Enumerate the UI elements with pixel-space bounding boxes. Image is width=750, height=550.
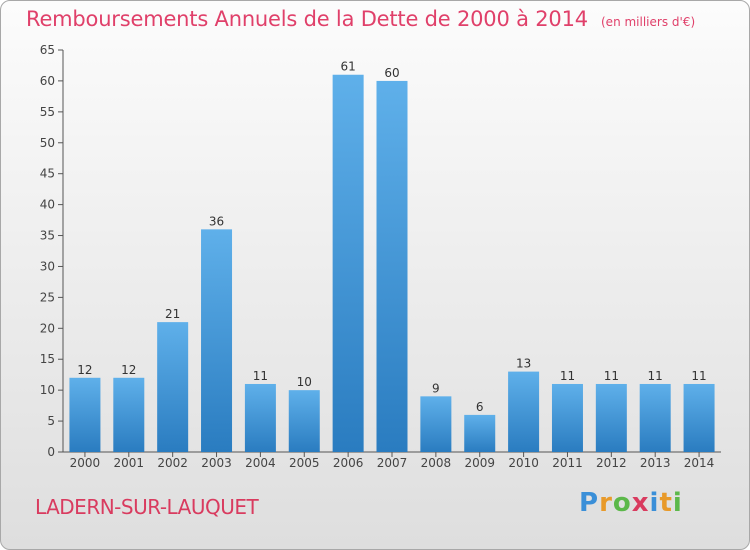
bar-value-label: 36 — [209, 214, 224, 228]
y-axis: 0 5 10 15 20 25 30 35 40 45 50 55 60 65 — [40, 43, 64, 459]
bar-2010 — [508, 371, 540, 452]
y-tick-label: 45 — [40, 167, 55, 181]
y-tick-label: 55 — [40, 105, 55, 119]
y-tick-label: 15 — [40, 352, 55, 366]
logo-letter: r — [599, 488, 613, 518]
bar-value-label: 12 — [77, 363, 92, 377]
bar-2003 — [201, 229, 233, 452]
x-tick-label: 2013 — [640, 456, 671, 470]
x-tick-label: 2001 — [114, 456, 145, 470]
logo-letter: P — [579, 488, 600, 518]
x-tick-label: 2012 — [596, 456, 627, 470]
x-tick-label: 2006 — [333, 456, 364, 470]
logo-letter: i — [672, 488, 683, 518]
logo-letter: o — [612, 488, 632, 518]
x-tick-label: 2009 — [464, 456, 495, 470]
x-tick-label: 2014 — [684, 456, 715, 470]
bar-value-label: 21 — [165, 307, 180, 321]
logo-letter: x — [631, 488, 650, 518]
bar-value-label: 9 — [432, 381, 440, 395]
bar-value-label: 11 — [604, 369, 619, 383]
logo-letter: t — [659, 488, 673, 518]
bar-2013 — [639, 383, 671, 452]
proxiti-logo: Proxiti — [579, 488, 683, 518]
y-tick-label: 20 — [40, 321, 55, 335]
bar-value-label: 60 — [384, 66, 399, 80]
bar-value-label: 11 — [648, 369, 663, 383]
bar-value-label: 11 — [560, 369, 575, 383]
bar-value-label: 6 — [476, 400, 484, 414]
bar-value-label: 13 — [516, 357, 531, 371]
commune-name: LADERN-SUR-LAUQUET — [35, 495, 259, 519]
x-tick-label: 2004 — [245, 456, 276, 470]
y-tick-label: 40 — [40, 198, 55, 212]
y-tick-label: 10 — [40, 383, 55, 397]
y-tick-label: 0 — [47, 445, 55, 459]
bar-value-label: 61 — [340, 60, 355, 74]
bar-2000 — [69, 377, 101, 452]
bar-2007 — [376, 80, 408, 452]
x-tick-label: 2011 — [552, 456, 583, 470]
bar-2006 — [332, 74, 364, 452]
x-tick-label: 2003 — [201, 456, 232, 470]
unit-label: (en milliers d'€) — [601, 15, 696, 29]
y-tick-label: 35 — [40, 229, 55, 243]
bar-value-label: 12 — [121, 363, 136, 377]
chart-title: Remboursements Annuels de la Dette de 20… — [26, 7, 588, 31]
y-tick-label: 25 — [40, 290, 55, 304]
x-tick-label: 2007 — [377, 456, 408, 470]
bar-2011 — [551, 383, 583, 452]
x-tick-label: 2005 — [289, 456, 320, 470]
bar-2005 — [288, 390, 320, 452]
y-tick-label: 65 — [40, 43, 55, 57]
x-tick-label: 2000 — [70, 456, 101, 470]
bar-value-label: 10 — [297, 375, 312, 389]
bar-2008 — [420, 396, 452, 452]
x-tick-label: 2008 — [421, 456, 452, 470]
bar-2002 — [157, 322, 189, 452]
y-tick-label: 50 — [40, 136, 55, 150]
title-row: Remboursements Annuels de la Dette de 20… — [26, 7, 695, 31]
bar-value-label: 11 — [253, 369, 268, 383]
y-tick-label: 30 — [40, 259, 55, 273]
bar-value-label: 11 — [691, 369, 706, 383]
bar-2009 — [464, 414, 496, 452]
x-tick-label: 2002 — [157, 456, 188, 470]
bar-2012 — [595, 383, 627, 452]
logo-letter: i — [649, 488, 660, 518]
bars: 12 12 21 36 11 10 61 60 9 6 13 11 11 11 11 — [69, 60, 715, 452]
x-axis: 2000 2001 2002 2003 2004 2005 2006 2007 2008 2009… — [63, 451, 721, 470]
y-tick-label: 60 — [40, 74, 55, 88]
bar-2001 — [113, 377, 145, 452]
bar-2004 — [244, 383, 276, 452]
x-tick-label: 2010 — [508, 456, 539, 470]
bar-2014 — [683, 383, 715, 452]
y-tick-label: 5 — [47, 414, 55, 428]
